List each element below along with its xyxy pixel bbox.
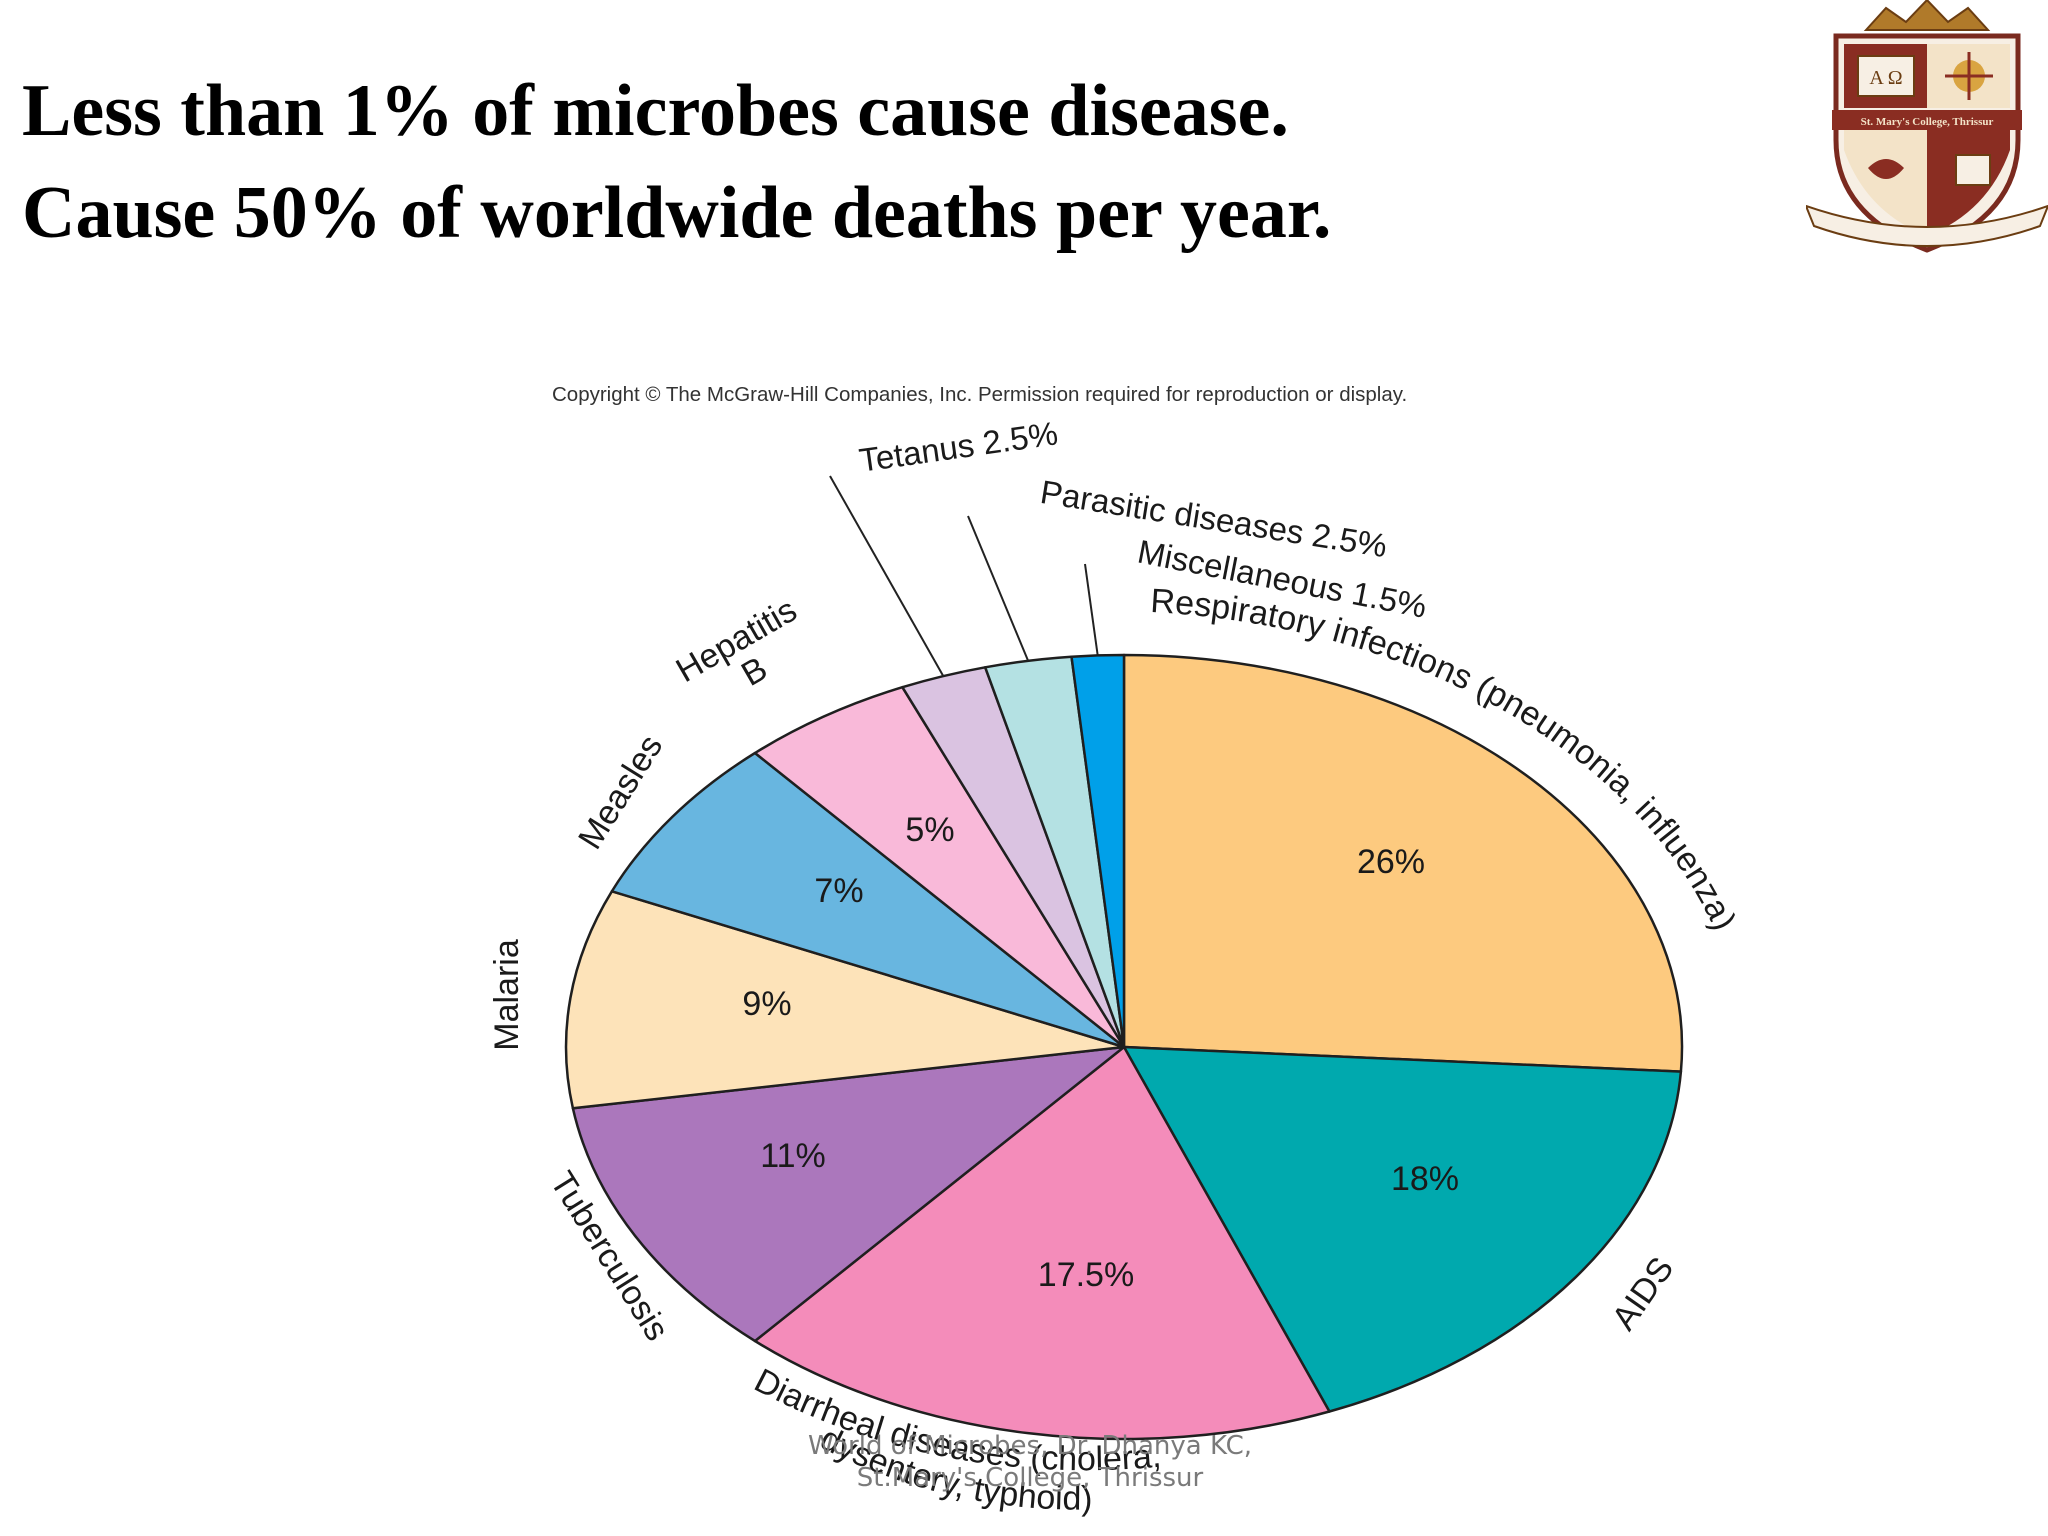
pie-slice-respiratory-infections [1122, 653, 1684, 1073]
slice-value-label: 9% [742, 985, 791, 1023]
slide-title: Less than 1% of microbes cause disease. … [22, 60, 1331, 264]
footer-note: World of Microbes, Dr. Dhanya KC, St.Mar… [730, 1430, 1330, 1494]
leader-line [1084, 563, 1099, 656]
pie-slice-miscellaneous-1 [1070, 653, 1126, 1049]
slice-value-label: 26% [1357, 843, 1425, 881]
slice-value-label: 11% [760, 1137, 826, 1175]
pie-slice-tuberculosis [571, 1045, 1126, 1343]
label-aids: AIDS [1605, 1250, 1682, 1337]
pie-slice-malaria [564, 890, 1126, 1110]
label-malaria: Malaria [488, 939, 526, 1051]
slice-value-label: 17.5% [1038, 1256, 1134, 1294]
crest-text: St. Mary's College, Thrissur [1861, 116, 1994, 128]
leader-line [829, 475, 945, 677]
footer-line-2: St.Mary's College, Thrissur [856, 1463, 1204, 1493]
pie-slice-hepatitis-b [753, 685, 1126, 1049]
slice-value-label: 18% [1391, 1160, 1459, 1198]
label-tetanus: Tetanus 2.5% [857, 414, 1060, 478]
leader-line [967, 515, 1030, 662]
label-hepatitis-b: HepatitisB [670, 591, 822, 721]
pie-slice-diarrheal-diseases [753, 1045, 1331, 1441]
pie-slice-measles [610, 751, 1126, 1049]
footer-line-1: World of Microbes, Dr. Dhanya KC, [807, 1431, 1253, 1461]
slice-value-label: 5% [905, 811, 954, 849]
college-crest-logo: A Ω St. Mary's College, Thrissur [1806, 0, 2048, 253]
title-line-2: Cause 50% of worldwide deaths per year. [22, 172, 1332, 254]
pie-slice-aids [1122, 1045, 1683, 1413]
svg-text:A Ω: A Ω [1869, 67, 1902, 89]
copyright-note: Copyright © The McGraw-Hill Companies, I… [552, 383, 1407, 406]
title-line-1: Less than 1% of microbes cause disease. [22, 70, 1289, 152]
slice-value-label: 7% [814, 872, 863, 910]
